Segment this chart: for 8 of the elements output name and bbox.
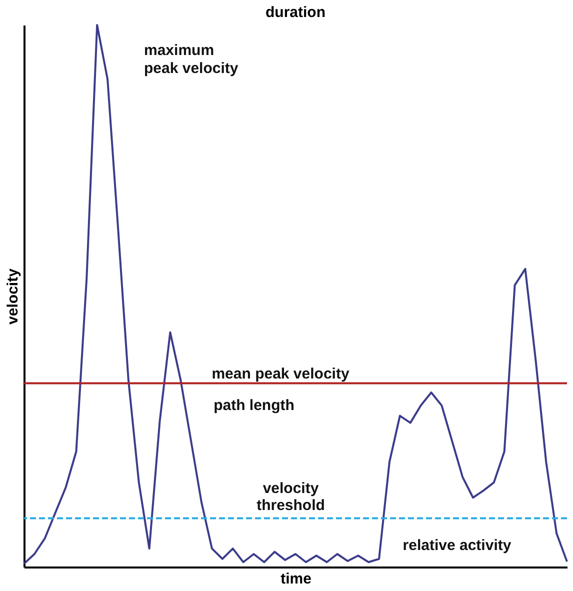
annotation: path length <box>214 397 294 414</box>
annotation: maximum peak velocity <box>144 42 239 77</box>
chart-title: duration <box>266 4 326 21</box>
y-axis-title: velocity <box>4 268 22 324</box>
ref-line-label: mean peak velocity <box>212 365 350 382</box>
x-axis-title: time <box>280 570 312 588</box>
annotation: relative activity <box>402 537 512 554</box>
ref-line-label: velocity threshold <box>256 480 325 514</box>
